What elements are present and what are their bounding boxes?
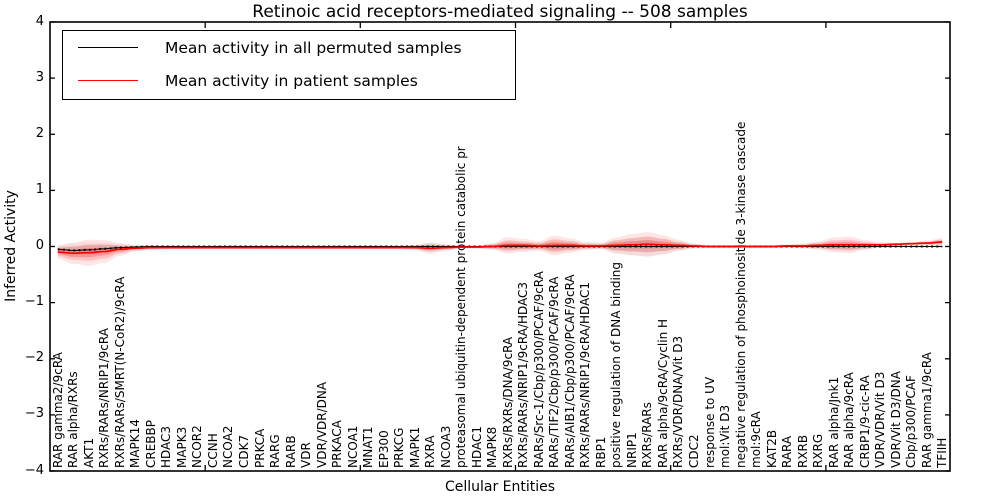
x-tick-label: CDC2 — [687, 434, 701, 468]
x-tick-label: RAR gamma1/9cRA — [919, 352, 934, 468]
x-tick-label: RXRA — [423, 435, 438, 468]
x-tick-label: MAPK3 — [174, 426, 189, 468]
x-tick-label: RARG — [268, 434, 282, 468]
legend-row-patient: Mean activity in patient samples — [63, 64, 515, 97]
x-tick-label: MAPK14 — [128, 419, 143, 468]
x-axis-title: Cellular Entities — [444, 479, 556, 495]
x-tick-label: response to UV — [702, 376, 717, 468]
x-tick-label: RXRs/RARs/NRIP1/9cRA/HDAC1 — [578, 281, 593, 468]
x-tick-label: VDR/VDR/DNA — [314, 381, 329, 468]
x-tick-label: Cbp/p300/PCAF — [904, 375, 919, 468]
x-tick-label: RARs/TIF2/Cbp/p300/PCAF/9cRA — [547, 276, 562, 468]
x-tick-label: AKT1 — [81, 437, 96, 468]
x-tick-label: NCOR2 — [190, 425, 205, 468]
x-tick-label: RAR gamma2/9cRA — [50, 352, 65, 468]
x-tick-label: HDAC3 — [159, 425, 174, 468]
y-tick-label: 0 — [35, 238, 44, 253]
y-tick-label: 1 — [35, 181, 44, 197]
y-tick-label: −4 — [24, 462, 44, 478]
legend-label: Mean activity in patient samples — [165, 71, 418, 90]
x-tick-label: RARA — [780, 435, 795, 468]
x-tick-label: proteasomal ubiquitin-dependent protein … — [454, 146, 469, 468]
x-tick-label: PRKACA — [330, 420, 345, 468]
x-tick-label: CRBP1/9-cic-RA — [857, 375, 872, 468]
y-axis-title: Inferred Activity — [3, 190, 19, 302]
x-tick-label: RAR alpha/Jnk1 — [826, 376, 841, 468]
legend-line-sample-black — [78, 47, 138, 48]
x-tick-label: PRKCG — [392, 427, 407, 468]
x-tick-label: RXRB — [795, 434, 810, 468]
x-tick-label: RXRs/RARs/SMRT(N-CoR2)/9cRA — [112, 276, 127, 468]
x-tick-label: mol:Vit D3 — [718, 404, 732, 468]
y-tick-label: −3 — [24, 406, 44, 422]
x-tick-label: CCNH — [205, 433, 220, 468]
legend-label: Mean activity in all permuted samples — [165, 38, 462, 57]
x-tick-label: RXRs/RARs/NRIP1/9cRA/HDAC3 — [516, 281, 531, 468]
x-tick-label: KAT2B — [764, 429, 779, 468]
y-tick-label: 3 — [35, 69, 44, 85]
x-tick-label: RXRs/VDR/DNA/Vit D3 — [671, 335, 686, 468]
x-tick-label: CDK7 — [237, 434, 251, 468]
x-tick-label: NCOA1 — [345, 425, 360, 468]
x-tick-label: NCOA3 — [438, 425, 453, 468]
x-tick-label: MAPK8 — [485, 426, 500, 468]
x-tick-label: RAR alpha/9cRA/Cyclin H — [655, 318, 670, 468]
y-tick-label: −2 — [24, 350, 44, 366]
x-tick-label: HDAC1 — [469, 425, 484, 468]
x-tick-label: VDR — [299, 442, 313, 468]
x-tick-label: VDR/Vit D3/DNA — [888, 371, 903, 468]
chart-title: Retinoic acid receptors-mediated signali… — [252, 2, 748, 22]
x-tick-label: NRIP1 — [624, 432, 639, 468]
x-tick-label: EP300 — [376, 430, 391, 468]
x-tick-label: MAPK1 — [407, 426, 422, 468]
y-tick-label: −1 — [24, 294, 44, 310]
legend: Mean activity in all permuted samples Me… — [62, 30, 516, 100]
legend-row-permuted: Mean activity in all permuted samples — [63, 31, 515, 64]
x-tick-label: RAR alpha/9cRA — [842, 372, 857, 468]
y-tick-label: 2 — [35, 125, 44, 141]
x-tick-label: RXRG — [811, 433, 826, 468]
x-tick-label: CREBBP — [143, 420, 158, 468]
x-tick-label: TFIIH — [935, 437, 950, 468]
x-tick-label: positive regulation of DNA binding — [609, 262, 624, 468]
x-tick-label: RARs/Src-1/Cbp/p300/PCAF/9cRA — [531, 271, 546, 468]
x-tick-label: VDR/VDR/Vit D3 — [873, 371, 888, 468]
x-tick-label: negative regulation of phosphoinositide … — [733, 121, 748, 468]
legend-line-sample-red — [78, 80, 138, 81]
x-tick-label: PRKCA — [252, 428, 267, 468]
x-tick-label: NCOA2 — [221, 425, 236, 468]
x-tick-label: RARB — [283, 435, 298, 468]
x-tick-label: RXRs/RARs — [640, 402, 655, 468]
x-tick-label: MNAT1 — [361, 426, 376, 468]
x-tick-label: RXRs/RXRs/DNA/9cRA — [500, 336, 515, 468]
x-tick-label: mol:9cRA — [749, 411, 763, 468]
x-tick-label: RARs/AIB1/Cbp/p300/PCAF/9cRA — [562, 274, 577, 468]
y-tick-label: 4 — [35, 13, 44, 29]
x-tick-label: RXRs/RARs/NRIP1/9cRA — [97, 328, 112, 468]
x-tick-label: RBP1 — [593, 436, 608, 468]
x-tick-label: RAR alpha/RXRs — [66, 371, 81, 468]
